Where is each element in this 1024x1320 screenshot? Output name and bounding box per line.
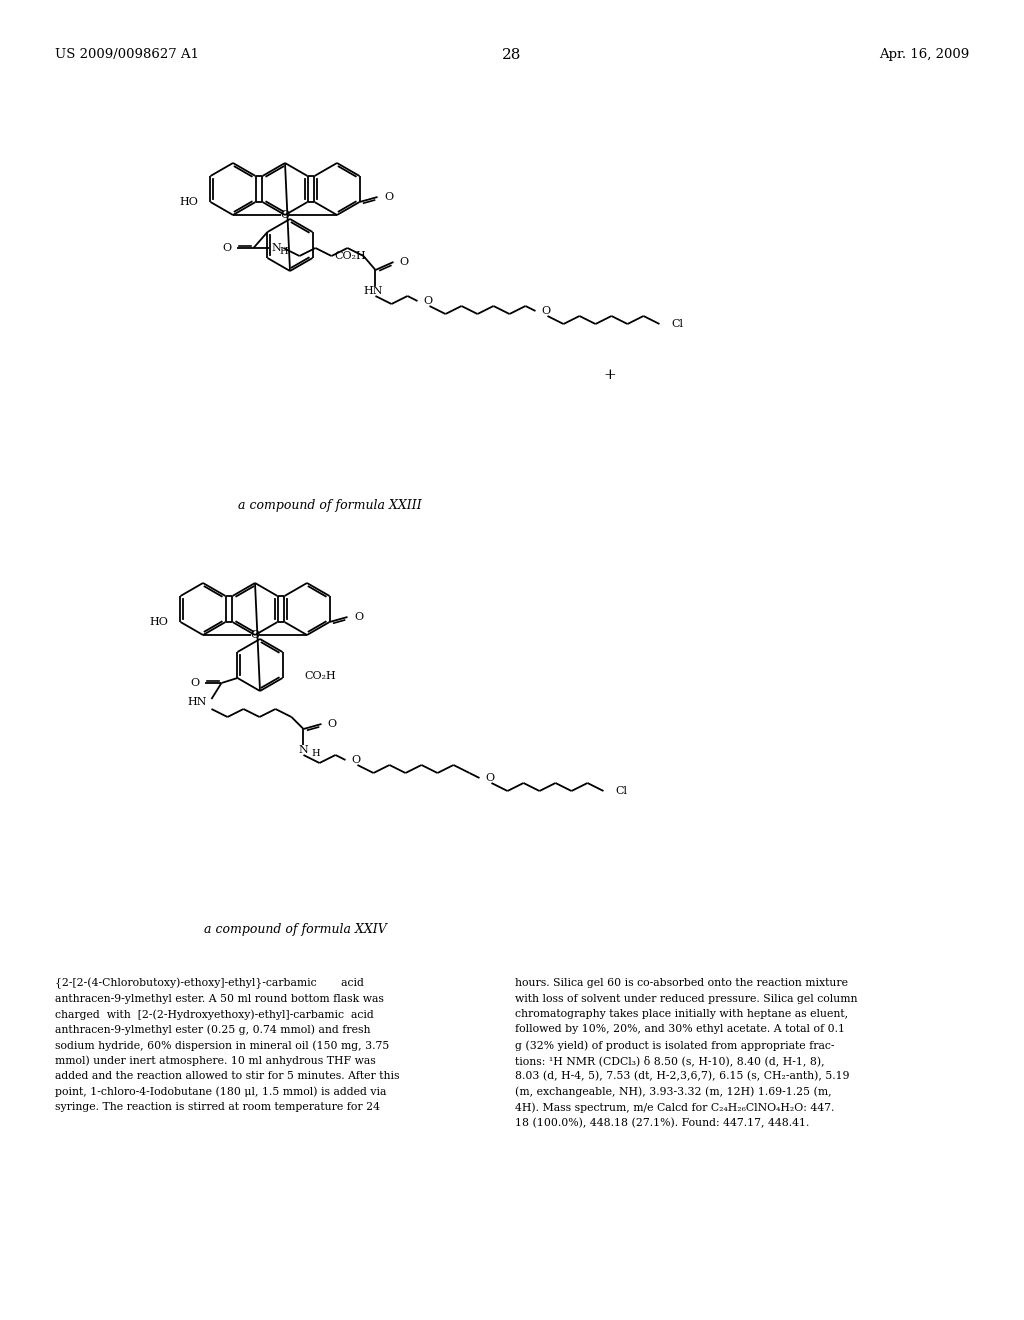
Text: HN: HN <box>187 697 207 708</box>
Text: with loss of solvent under reduced pressure. Silica gel column: with loss of solvent under reduced press… <box>515 994 857 1003</box>
Text: 18 (100.0%), 448.18 (27.1%). Found: 447.17, 448.41.: 18 (100.0%), 448.18 (27.1%). Found: 447.… <box>515 1118 809 1127</box>
Text: a compound of formula XXIII: a compound of formula XXIII <box>239 499 422 511</box>
Text: charged  with  [2-(2-Hydroxyethoxy)-ethyl]-carbamic  acid: charged with [2-(2-Hydroxyethoxy)-ethyl]… <box>55 1008 374 1019</box>
Text: 4H). Mass spectrum, m/e Calcd for C₂₄H₂₆ClNO₄H₂O: 447.: 4H). Mass spectrum, m/e Calcd for C₂₄H₂₆… <box>515 1102 835 1113</box>
Text: H: H <box>280 248 288 256</box>
Text: HN: HN <box>364 286 383 296</box>
Text: hours. Silica gel 60 is co-absorbed onto the reaction mixture: hours. Silica gel 60 is co-absorbed onto… <box>515 978 848 987</box>
Text: O: O <box>542 306 551 315</box>
Text: anthracen-9-ylmethyl ester. A 50 ml round bottom flask was: anthracen-9-ylmethyl ester. A 50 ml roun… <box>55 994 384 1003</box>
Text: followed by 10%, 20%, and 30% ethyl acetate. A total of 0.1: followed by 10%, 20%, and 30% ethyl acet… <box>515 1024 845 1035</box>
Text: O: O <box>399 257 409 267</box>
Text: O: O <box>424 296 432 306</box>
Text: added and the reaction allowed to stir for 5 minutes. After this: added and the reaction allowed to stir f… <box>55 1071 399 1081</box>
Text: O: O <box>281 210 290 220</box>
Text: O: O <box>328 719 337 729</box>
Text: +: + <box>603 368 616 381</box>
Text: CO₂H: CO₂H <box>335 251 367 261</box>
Text: g (32% yield) of product is isolated from appropriate frac-: g (32% yield) of product is isolated fro… <box>515 1040 835 1051</box>
Text: US 2009/0098627 A1: US 2009/0098627 A1 <box>55 48 199 61</box>
Text: O: O <box>222 243 231 253</box>
Text: O: O <box>351 755 360 766</box>
Text: O: O <box>354 612 364 622</box>
Text: O: O <box>251 630 259 640</box>
Text: Cl: Cl <box>672 319 683 329</box>
Text: syringe. The reaction is stirred at room temperature for 24: syringe. The reaction is stirred at room… <box>55 1102 380 1111</box>
Text: point, 1-chloro-4-Iodobutane (180 μl, 1.5 mmol) is added via: point, 1-chloro-4-Iodobutane (180 μl, 1.… <box>55 1086 386 1097</box>
Text: anthracen-9-ylmethyl ester (0.25 g, 0.74 mmol) and fresh: anthracen-9-ylmethyl ester (0.25 g, 0.74… <box>55 1024 371 1035</box>
Text: O: O <box>485 774 495 783</box>
Text: N: N <box>299 744 308 755</box>
Text: CO₂H: CO₂H <box>304 671 336 681</box>
Text: (m, exchangeable, NH), 3.93-3.32 (m, 12H) 1.69-1.25 (m,: (m, exchangeable, NH), 3.93-3.32 (m, 12H… <box>515 1086 831 1097</box>
Text: Cl: Cl <box>615 785 628 796</box>
Text: O: O <box>385 191 393 202</box>
Text: 8.03 (d, H-4, 5), 7.53 (dt, H-2,3,6,7), 6.15 (s, CH₂-anth), 5.19: 8.03 (d, H-4, 5), 7.53 (dt, H-2,3,6,7), … <box>515 1071 850 1081</box>
Text: O: O <box>190 678 200 688</box>
Text: tions: ¹H NMR (CDCl₃) δ 8.50 (s, H-10), 8.40 (d, H-1, 8),: tions: ¹H NMR (CDCl₃) δ 8.50 (s, H-10), … <box>515 1056 824 1067</box>
Text: 28: 28 <box>503 48 521 62</box>
Text: sodium hydride, 60% dispersion in mineral oil (150 mg, 3.75: sodium hydride, 60% dispersion in minera… <box>55 1040 389 1051</box>
Text: a compound of formula XXIV: a compound of formula XXIV <box>204 924 386 936</box>
Text: Apr. 16, 2009: Apr. 16, 2009 <box>879 48 969 61</box>
Text: {2-[2-(4-Chlorobutoxy)-ethoxy]-ethyl}-carbamic       acid: {2-[2-(4-Chlorobutoxy)-ethoxy]-ethyl}-ca… <box>55 978 364 990</box>
Text: mmol) under inert atmosphere. 10 ml anhydrous THF was: mmol) under inert atmosphere. 10 ml anhy… <box>55 1056 376 1067</box>
Text: HO: HO <box>150 616 169 627</box>
Text: H: H <box>311 750 321 759</box>
Text: N: N <box>271 243 282 253</box>
Text: chromatography takes place initially with heptane as eluent,: chromatography takes place initially wit… <box>515 1008 848 1019</box>
Text: HO: HO <box>179 197 199 207</box>
